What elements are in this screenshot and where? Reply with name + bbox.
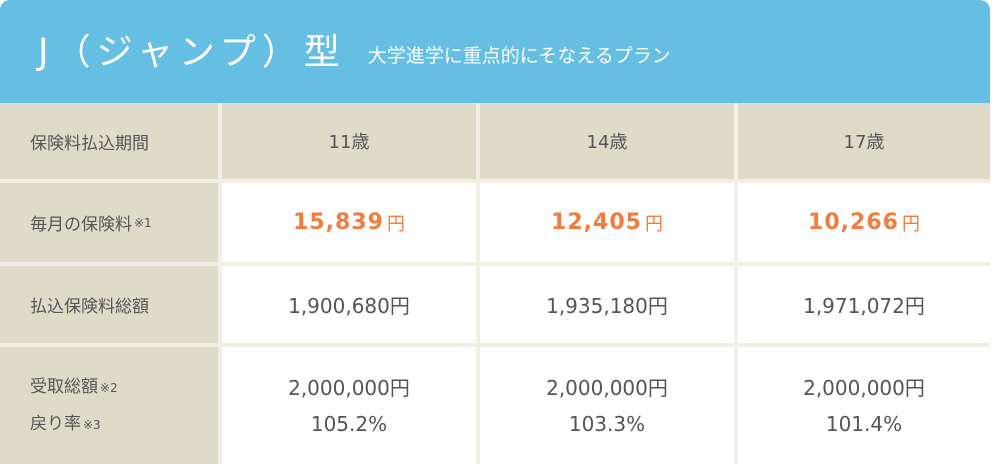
note-3: ※3 [83,418,101,432]
plan-title: J（ジャンプ）型 [38,31,346,73]
label-received-rate: 受取総額 ※2 戻り率 ※3 [0,347,218,464]
monthly-unit-11: 円 [386,213,405,235]
period-17: 17歳 [738,103,990,179]
total-paid-14: 1,935,180円 [480,266,734,343]
received-11: 2,000,000円 105.2% [222,347,476,464]
received-amount-14: 2,000,000円 [546,376,668,400]
monthly-amount-14: 12,405 [551,210,642,235]
label-total-paid: 払込保険料総額 [0,266,218,343]
monthly-amount-17: 10,266 [808,210,899,235]
rate-11: 105.2% [310,412,388,436]
label-received: 受取総額 [30,377,98,397]
received-amount-17: 2,000,000円 [803,376,925,400]
rate-14: 103.3% [568,412,646,436]
label-period: 保険料払込期間 [0,103,218,179]
rate-17: 101.4% [825,412,903,436]
row-monthly: 毎月の保険料 ※1 15,839 円 12,405 円 10,266 円 [0,183,990,262]
row-total-paid: 払込保険料総額 1,900,680円 1,935,180円 1,971,072円 [0,266,990,343]
period-11: 11歳 [222,103,476,179]
monthly-unit-17: 円 [901,213,920,235]
label-rate: 戻り率 [30,414,81,434]
monthly-17: 10,266 円 [738,183,990,262]
plan-header: J（ジャンプ）型 大学進学に重点的にそなえるプラン [0,0,990,103]
received-17: 2,000,000円 101.4% [738,347,990,464]
monthly-unit-14: 円 [644,213,663,235]
total-paid-11: 1,900,680円 [222,266,476,343]
received-14: 2,000,000円 103.3% [480,347,734,464]
note-1: ※1 [134,215,152,230]
monthly-amount-11: 15,839 [293,210,384,235]
label-monthly-text: 毎月の保険料 [30,215,132,235]
period-14: 14歳 [480,103,734,179]
row-received: 受取総額 ※2 戻り率 ※3 2,000,000円 105.2% 2,000,000… [0,347,990,464]
received-amount-11: 2,000,000円 [288,376,410,400]
total-paid-17: 1,971,072円 [738,266,990,343]
note-2: ※2 [100,381,118,395]
monthly-11: 15,839 円 [222,183,476,262]
row-period: 保険料払込期間 11歳 14歳 17歳 [0,103,990,179]
monthly-14: 12,405 円 [480,183,734,262]
label-monthly: 毎月の保険料 ※1 [0,183,218,262]
plan-subtitle: 大学進学に重点的にそなえるプラン [367,45,671,67]
